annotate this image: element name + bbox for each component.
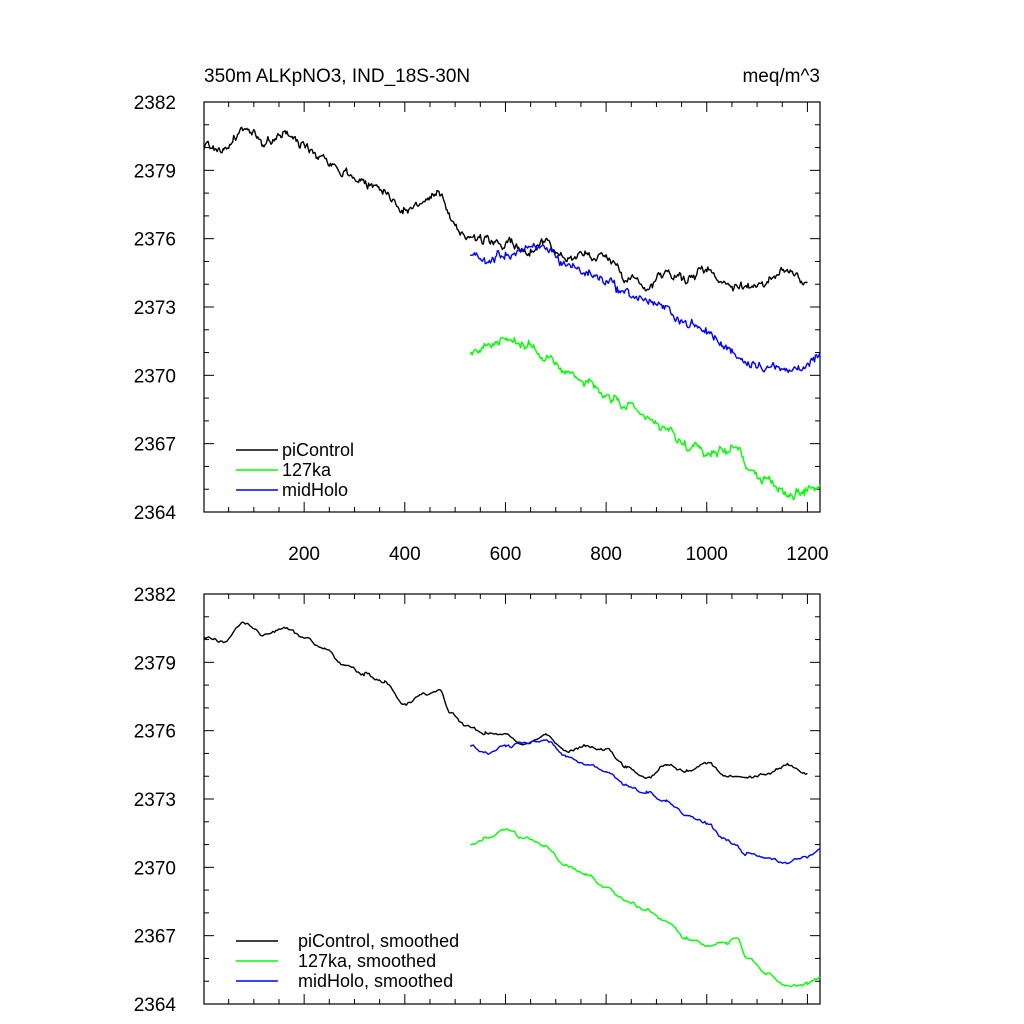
y-tick-label: 2370 — [134, 858, 176, 879]
y-tick-label: 2373 — [134, 298, 176, 319]
y-tick-label: 2376 — [134, 230, 176, 251]
x-axis — [228, 594, 808, 1004]
legend-label: piControl — [282, 440, 354, 460]
x-tick-label: 600 — [490, 544, 522, 565]
y-axis: 2382 2379 2376 2373 2370 2367 2364 — [134, 93, 820, 524]
series-line-midholo-smoothed — [469, 739, 821, 865]
x-tick-label: 800 — [590, 544, 622, 565]
x-tick-label: 400 — [389, 544, 421, 565]
x-axis: 200 400 600 800 1000 1200 — [228, 102, 829, 565]
chart-title: 350m ALKpNO3, IND_18S-30N — [204, 66, 470, 87]
plot-frame — [203, 593, 821, 1005]
y-tick-label: 2379 — [134, 161, 176, 182]
smoothed-panel: 2382 2379 2376 2373 2370 2367 2364 piControl, … — [134, 585, 821, 1016]
series-line-127ka-smoothed — [470, 828, 821, 988]
y-tick-label: 2364 — [134, 995, 177, 1016]
legend-label: 127ka, smoothed — [298, 951, 436, 971]
series-line-picontrol — [203, 126, 808, 292]
x-tick-label: 200 — [288, 544, 320, 565]
y-tick-label: 2382 — [134, 585, 176, 606]
legend-label: piControl, smoothed — [298, 931, 459, 951]
y-tick-label: 2367 — [134, 435, 176, 456]
y-tick-label: 2382 — [134, 93, 176, 114]
x-tick-label: 1000 — [686, 544, 728, 565]
legend-label: midHolo — [282, 480, 348, 500]
series-lines — [203, 126, 821, 501]
y-tick-label: 2379 — [134, 653, 176, 674]
y-tick-label: 2367 — [134, 927, 176, 948]
series-line-127ka — [469, 336, 821, 501]
series-line-midholo — [469, 242, 821, 374]
raw-panel: 350m ALKpNO3, IND_18S-30N meq/m^3 238223… — [134, 66, 829, 565]
y-tick-label: 2373 — [134, 790, 176, 811]
series-line-picontrol-smoothed — [203, 621, 808, 779]
y-tick-label: 2364 — [134, 503, 177, 524]
legend-label: midHolo, smoothed — [298, 971, 453, 991]
y-tick-label: 2376 — [134, 722, 176, 743]
y-tick-label: 2370 — [134, 366, 176, 387]
x-tick-label: 1200 — [786, 544, 828, 565]
chart-units: meq/m^3 — [742, 66, 820, 87]
legend-label: 127ka — [282, 460, 332, 480]
y-axis: 2382 2379 2376 2373 2370 2367 2364 — [134, 585, 820, 1016]
series-lines — [203, 621, 821, 988]
